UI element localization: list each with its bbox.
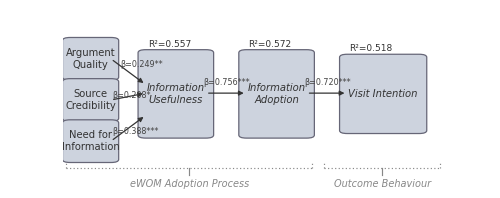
FancyBboxPatch shape (340, 54, 427, 133)
Text: R²=0.557: R²=0.557 (148, 40, 191, 49)
Text: β=0.208*: β=0.208* (112, 91, 150, 100)
Text: Information
Usefulness: Information Usefulness (147, 83, 205, 105)
FancyBboxPatch shape (62, 120, 118, 163)
Text: Outcome Behaviour: Outcome Behaviour (334, 179, 431, 188)
Text: β=0.388***: β=0.388*** (112, 127, 158, 136)
Text: β=0.720***: β=0.720*** (304, 78, 350, 87)
Text: R²=0.572: R²=0.572 (248, 40, 292, 49)
Text: β=0.249**: β=0.249** (120, 60, 162, 69)
FancyBboxPatch shape (62, 79, 118, 121)
Text: Visit Intention: Visit Intention (348, 89, 418, 99)
Text: β=0.756***: β=0.756*** (203, 78, 250, 87)
Text: R²=0.518: R²=0.518 (349, 45, 393, 53)
FancyBboxPatch shape (138, 50, 214, 138)
Text: Source
Credibility: Source Credibility (65, 89, 116, 111)
Text: Need for
Information: Need for Information (62, 130, 120, 152)
Text: eWOM Adoption Process: eWOM Adoption Process (130, 179, 249, 188)
FancyBboxPatch shape (62, 37, 118, 80)
FancyBboxPatch shape (239, 50, 314, 138)
Text: Information
Adoption: Information Adoption (248, 83, 306, 105)
Text: Argument
Quality: Argument Quality (66, 48, 116, 70)
